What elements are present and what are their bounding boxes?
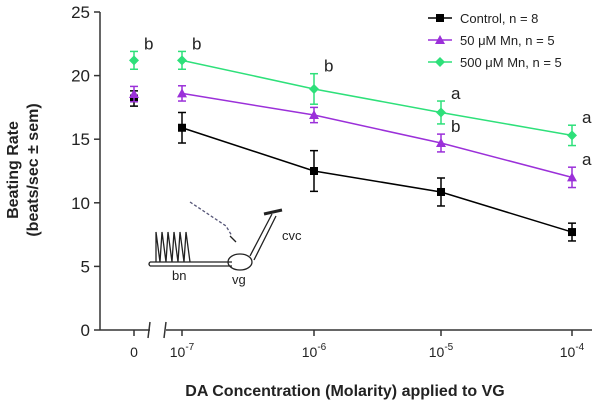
significance-letter: b bbox=[192, 34, 201, 53]
y-axis-label: (beats/sec ± sem) bbox=[25, 103, 42, 236]
marker bbox=[177, 88, 187, 98]
y-tick-label: 5 bbox=[81, 257, 90, 276]
x-tick-exponent: -5 bbox=[444, 342, 453, 353]
inset-label: bn bbox=[172, 268, 186, 283]
y-tick-label: 15 bbox=[71, 130, 90, 149]
x-tick-exponent: -4 bbox=[575, 342, 584, 353]
marker bbox=[177, 55, 187, 66]
significance-letter: a bbox=[582, 108, 592, 127]
inset-diagram bbox=[148, 201, 283, 271]
significance-letter: a bbox=[582, 150, 592, 169]
marker bbox=[178, 123, 186, 132]
significance-letter: a bbox=[451, 84, 461, 103]
x-tick-label: 0 bbox=[130, 344, 138, 360]
marker bbox=[129, 55, 139, 66]
marker bbox=[310, 167, 318, 175]
marker bbox=[567, 130, 577, 141]
x-tick-label: 10-7 bbox=[170, 342, 195, 360]
marker bbox=[129, 89, 139, 99]
x-tick-label: 10-6 bbox=[302, 342, 327, 360]
inset-label: vg bbox=[232, 272, 246, 287]
y-tick-label: 10 bbox=[71, 194, 90, 213]
series-line bbox=[181, 92, 573, 179]
axis-break bbox=[147, 321, 151, 339]
marker bbox=[309, 83, 319, 94]
x-tick-label: 10-5 bbox=[429, 342, 454, 360]
series-line bbox=[181, 127, 573, 233]
y-axis-label: Beating Rate bbox=[5, 121, 22, 219]
axis-break bbox=[163, 321, 167, 339]
marker bbox=[309, 110, 319, 120]
x-tick-label: 10-4 bbox=[560, 342, 585, 360]
marker bbox=[435, 57, 445, 67]
significance-letter: b bbox=[324, 57, 333, 76]
marker bbox=[436, 107, 446, 118]
legend-label: Control, n = 8 bbox=[460, 11, 538, 26]
legend-label: 50 μM Mn, n = 5 bbox=[460, 33, 555, 48]
y-tick-label: 0 bbox=[81, 321, 90, 340]
series-line bbox=[181, 59, 573, 137]
significance-letter: b bbox=[451, 117, 460, 136]
inset-label: cvc bbox=[282, 228, 302, 243]
marker bbox=[567, 172, 577, 182]
significance-letter: b bbox=[144, 34, 153, 53]
marker bbox=[435, 35, 445, 44]
legend-label: 500 μM Mn, n = 5 bbox=[460, 55, 562, 70]
y-tick-label: 20 bbox=[71, 67, 90, 86]
marker bbox=[437, 187, 445, 196]
marker bbox=[568, 228, 576, 237]
x-tick-base: 10 bbox=[170, 344, 186, 360]
y-tick-label: 25 bbox=[71, 3, 90, 22]
marker bbox=[436, 138, 446, 148]
x-tick-exponent: -7 bbox=[185, 342, 194, 353]
x-tick-base: 10 bbox=[429, 344, 445, 360]
x-axis-label: DA Concentration (Molarity) applied to V… bbox=[185, 383, 504, 400]
x-tick-base: 10 bbox=[302, 344, 318, 360]
x-tick-base: 10 bbox=[560, 344, 576, 360]
x-tick-exponent: -6 bbox=[317, 342, 326, 353]
x-tick-base: 0 bbox=[130, 344, 138, 360]
marker bbox=[436, 14, 444, 22]
